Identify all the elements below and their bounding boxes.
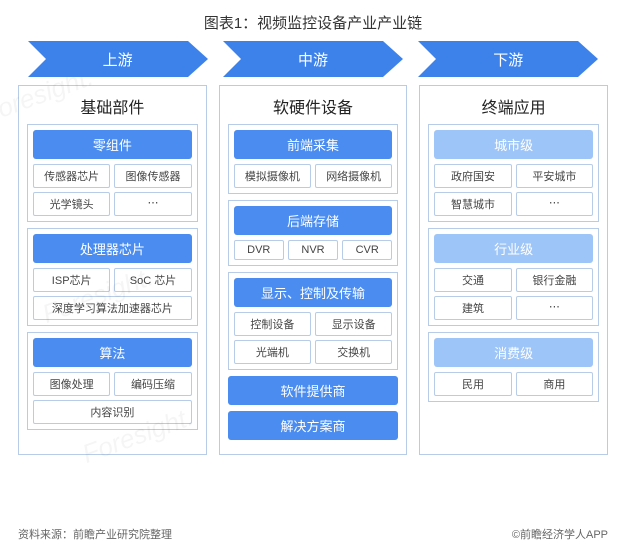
item: 深度学习算法加速器芯片 [33,296,192,320]
item: 建筑 [434,296,511,320]
copyright-text: ©前瞻经济学人APP [512,526,608,542]
item: 光端机 [234,340,311,364]
item: ISP芯片 [33,268,110,292]
stage-arrow-0: 上游 [28,41,208,77]
item: 商用 [516,372,593,396]
item: DVR [234,240,284,260]
item: CVR [342,240,392,260]
section-2: 消费级民用商用 [428,332,599,402]
item: 显示设备 [315,312,392,336]
item: 内容识别 [33,400,192,424]
source-text: 资料来源：前瞻产业研究院整理 [18,526,172,542]
item: 智慧城市 [434,192,511,216]
item: 平安城市 [516,164,593,188]
column-0: 基础部件零组件传感器芯片图像传感器光学镜头⋯ 处理器芯片 ISP芯片SoC 芯片深度… [18,85,207,455]
section-4: 解决方案商 [228,411,399,440]
item: 图像传感器 [114,164,191,188]
item: ⋯ [516,192,593,216]
stage-arrow-2: 下游 [418,41,598,77]
item: ⋯ [114,192,191,216]
item: 政府国安 [434,164,511,188]
section-title: 解决方案商 [228,411,399,440]
item: 交通 [434,268,511,292]
section-2: 显示、控制及传输控制设备显示设备光端机交换机 [228,272,399,370]
stage-arrow-1: 中游 [223,41,403,77]
item: SoC 芯片 [114,268,191,292]
section-title: 零组件 [33,130,192,159]
columns-container: 基础部件零组件传感器芯片图像传感器光学镜头⋯处理器芯片ISP芯片SoC 芯片深度… [0,85,626,455]
section-2: 算法图像处理编码压缩内容识别 [27,332,198,430]
item: 模拟摄像机 [234,164,311,188]
item: 交换机 [315,340,392,364]
column-2: 终端应用城市级政府国安平安城市智慧城市⋯行业级交通银行金融建筑⋯消费级民用商用 [419,85,608,455]
column-header: 软硬件设备 [228,92,399,124]
item: 民用 [434,372,511,396]
section-3: 软件提供商 [228,376,399,405]
section-title: 显示、控制及传输 [234,278,393,307]
section-title: 城市级 [434,130,593,159]
section-1: 后端存储 DVRNVRCVR [228,200,399,266]
item: 网络摄像机 [315,164,392,188]
section-0: 前端采集模拟摄像机网络摄像机 [228,124,399,194]
chart-title: 图表1：视频监控设备产业产业链 [0,0,626,41]
arrow-row: 上游中游下游 [0,41,626,77]
column-header: 终端应用 [428,92,599,124]
section-title: 软件提供商 [228,376,399,405]
section-title: 行业级 [434,234,593,263]
column-header: 基础部件 [27,92,198,124]
section-title: 消费级 [434,338,593,367]
item: 控制设备 [234,312,311,336]
item: 光学镜头 [33,192,110,216]
item: 图像处理 [33,372,110,396]
item: 银行金融 [516,268,593,292]
item: ⋯ [516,296,593,320]
section-1: 行业级交通银行金融建筑⋯ [428,228,599,326]
section-title: 后端存储 [234,206,393,235]
footer: 资料来源：前瞻产业研究院整理 ©前瞻经济学人APP [18,526,608,542]
section-title: 处理器芯片 [33,234,192,263]
section-title: 前端采集 [234,130,393,159]
section-title: 算法 [33,338,192,367]
section-0: 零组件传感器芯片图像传感器光学镜头⋯ [27,124,198,222]
section-1: 处理器芯片 ISP芯片SoC 芯片深度学习算法加速器芯片 [27,228,198,326]
item: NVR [288,240,338,260]
item: 编码压缩 [114,372,191,396]
column-1: 软硬件设备前端采集模拟摄像机网络摄像机后端存储 DVRNVRCVR 显示、控制及传输… [219,85,408,455]
section-0: 城市级政府国安平安城市智慧城市⋯ [428,124,599,222]
item: 传感器芯片 [33,164,110,188]
